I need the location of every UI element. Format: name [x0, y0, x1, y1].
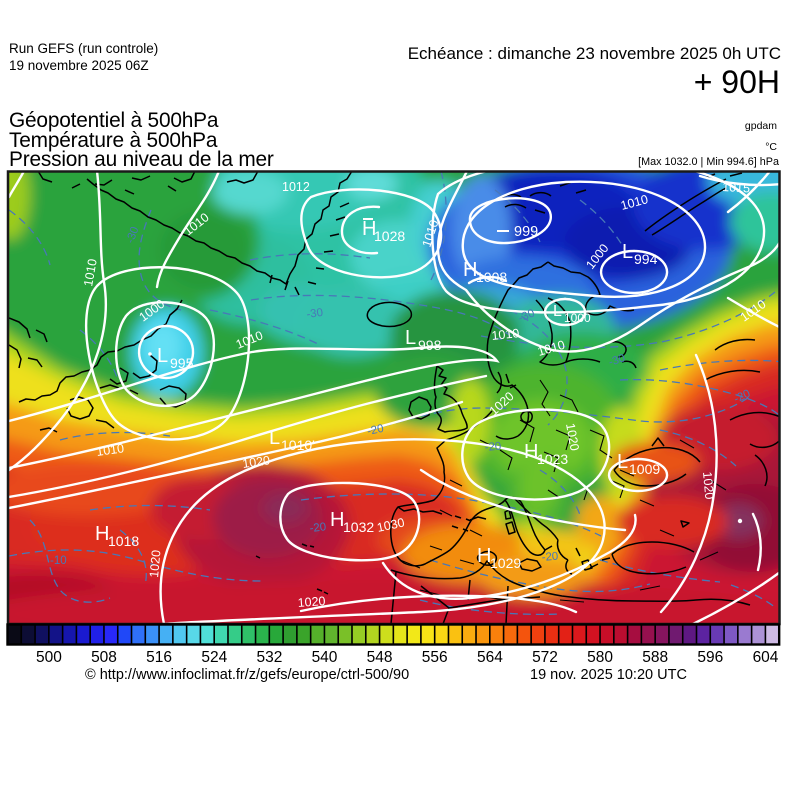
- svg-text:1030: 1030: [376, 515, 406, 534]
- svg-text:1020: 1020: [241, 453, 271, 471]
- svg-text:-30: -30: [306, 307, 324, 321]
- svg-text:1010: 1010: [81, 258, 100, 288]
- svg-text:H: H: [362, 218, 376, 240]
- svg-text:1018: 1018: [108, 533, 139, 549]
- svg-text:1020: 1020: [563, 422, 582, 452]
- svg-text:1020: 1020: [700, 471, 716, 500]
- svg-text:1000: 1000: [564, 311, 591, 325]
- svg-text:1023: 1023: [537, 451, 568, 467]
- svg-text:L: L: [617, 451, 628, 473]
- svg-text:1012: 1012: [282, 180, 310, 194]
- svg-text:H: H: [524, 441, 538, 463]
- svg-text:-10: -10: [50, 555, 67, 567]
- svg-text:-30: -30: [517, 307, 537, 324]
- svg-text:-20: -20: [309, 521, 327, 535]
- svg-text:L: L: [157, 345, 168, 367]
- svg-text:1015: 1015: [722, 180, 751, 195]
- svg-text:1010: 1010: [619, 192, 650, 213]
- svg-text:H: H: [477, 545, 491, 567]
- svg-text:1009: 1009: [629, 461, 660, 477]
- svg-text:1010: 1010: [95, 441, 125, 459]
- svg-text:L: L: [405, 327, 416, 349]
- svg-text:998: 998: [418, 337, 442, 353]
- svg-text:1029: 1029: [490, 555, 521, 571]
- svg-text:H: H: [463, 259, 477, 281]
- svg-text:1032: 1032: [343, 519, 374, 535]
- svg-text:-20: -20: [484, 441, 502, 454]
- svg-text:1010: 1010: [491, 326, 520, 343]
- svg-text:1020: 1020: [147, 549, 163, 578]
- svg-text:1010': 1010': [281, 437, 315, 453]
- svg-text:-30: -30: [125, 225, 142, 245]
- svg-text:H: H: [330, 509, 344, 531]
- svg-text:994: 994: [634, 251, 658, 267]
- svg-text:1008: 1008: [476, 269, 507, 285]
- svg-text:L: L: [269, 427, 280, 449]
- svg-text:-20: -20: [366, 423, 385, 438]
- svg-text:L: L: [622, 241, 633, 263]
- svg-text:1028: 1028: [374, 228, 405, 244]
- svg-text:-20: -20: [541, 551, 559, 564]
- svg-text:L: L: [553, 303, 562, 320]
- svg-text:999: 999: [514, 224, 538, 240]
- svg-text:1020: 1020: [297, 594, 326, 610]
- svg-text:995: 995: [170, 355, 194, 371]
- svg-text:-30: -30: [607, 352, 627, 369]
- svg-text:H: H: [95, 523, 109, 545]
